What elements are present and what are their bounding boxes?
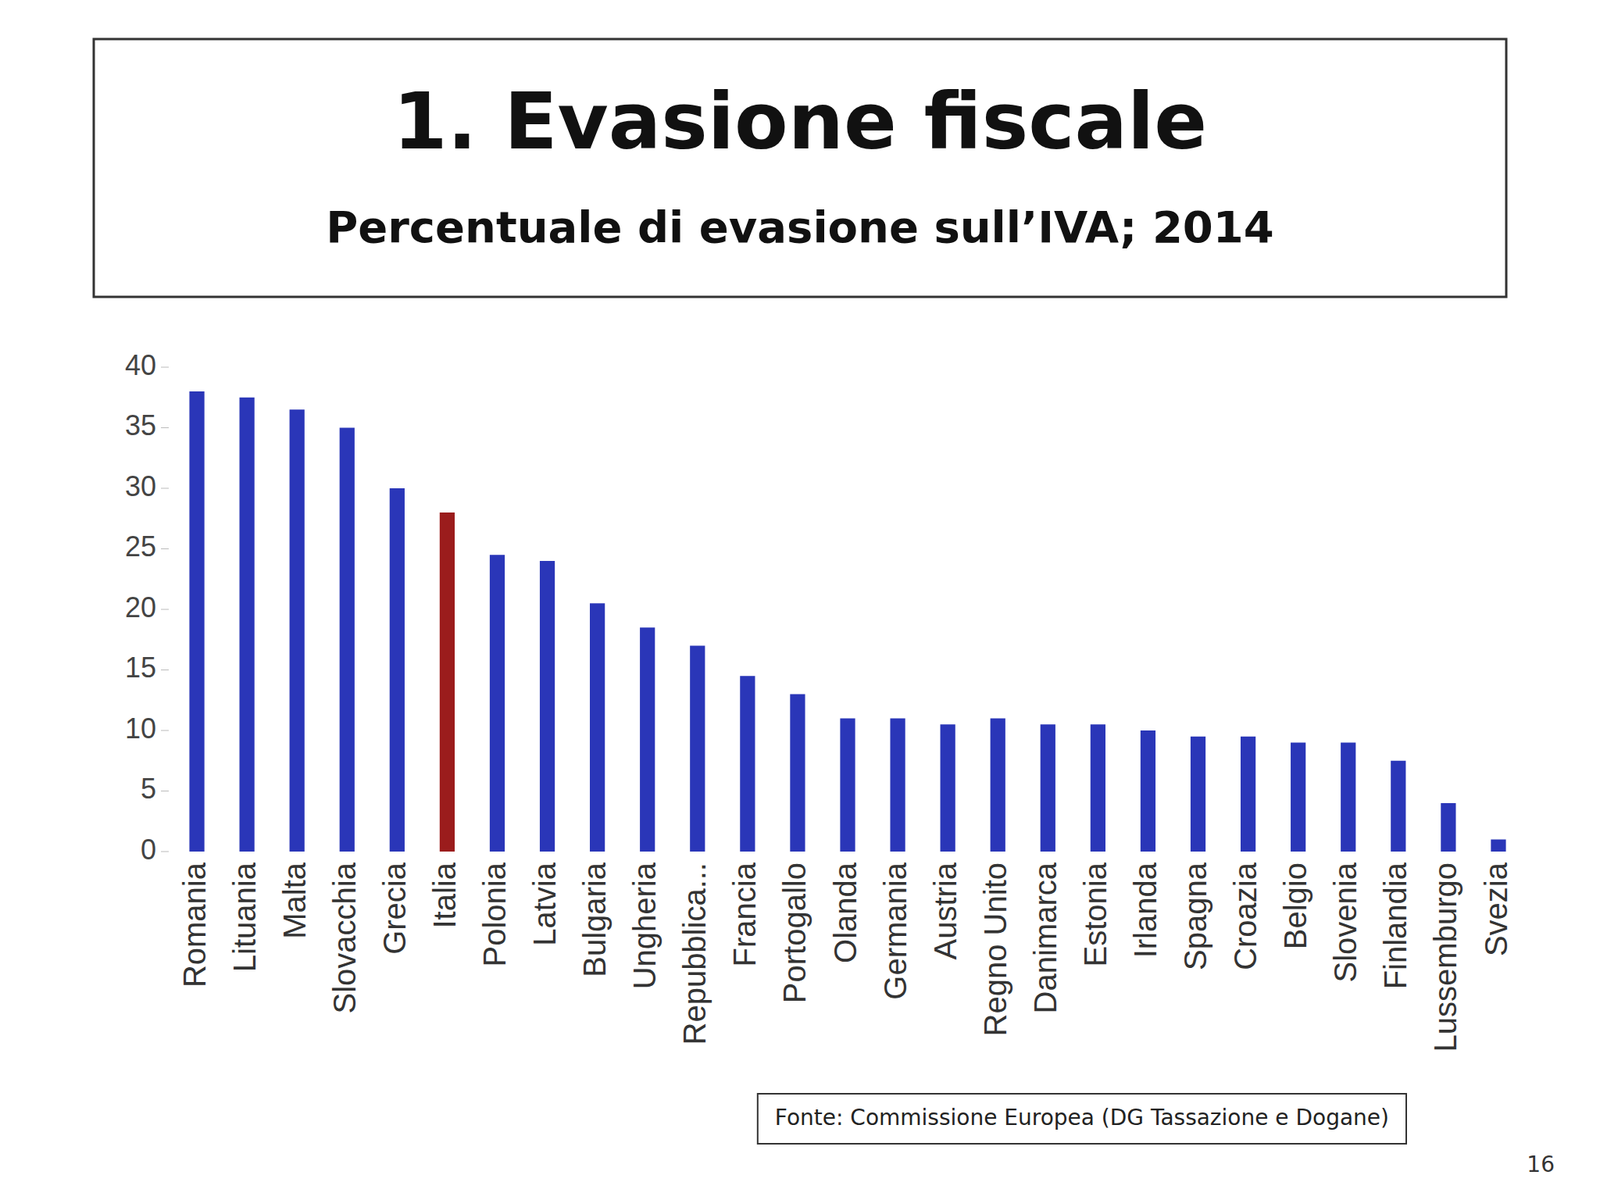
bar xyxy=(789,694,805,853)
bar xyxy=(239,397,255,852)
x-tick-label: Francia xyxy=(727,861,762,967)
y-tick xyxy=(160,427,169,429)
x-tick-label: Italia xyxy=(427,861,462,929)
y-tick xyxy=(160,730,169,732)
bar xyxy=(189,391,204,852)
x-tick-label: Irlanda xyxy=(1128,861,1163,958)
y-tick-label: 25 xyxy=(125,530,157,563)
bar xyxy=(539,560,555,852)
x-tick-label: Spagna xyxy=(1178,861,1213,971)
y-tick-label: 5 xyxy=(140,772,157,805)
x-tick-label: Lituania xyxy=(227,861,262,972)
y-tick-label: 20 xyxy=(125,591,157,624)
x-tick-label: Lussemburgo xyxy=(1428,862,1463,1052)
x-tick-label: Bulgaria xyxy=(577,861,612,978)
bar xyxy=(1240,736,1256,852)
x-tick-label: Croazia xyxy=(1228,861,1263,971)
x-tick-label: Svezia xyxy=(1478,861,1514,957)
bar xyxy=(389,488,405,852)
x-tick-label: Malta xyxy=(277,861,312,940)
x-tick-label: Finlandia xyxy=(1378,861,1413,990)
x-tick-label: Regno Unito xyxy=(978,862,1013,1036)
y-tick-label: 10 xyxy=(125,712,157,745)
bar xyxy=(1090,724,1106,852)
y-tick-label: 40 xyxy=(125,349,157,382)
bar xyxy=(839,718,855,853)
source-text: Fonte: Commissione Europea (DG Tassazion… xyxy=(775,1104,1390,1131)
source: Fonte: Commissione Europea (DG Tassazion… xyxy=(757,1093,1407,1144)
x-tick-label: Slovacchia xyxy=(327,861,362,1014)
y-axis: 0 5 10 15 20 25 30 35 40 xyxy=(125,349,169,866)
x-tick-label: Portogallo xyxy=(777,862,812,1004)
bar xyxy=(940,724,956,852)
bar xyxy=(1190,736,1206,852)
y-tick xyxy=(160,367,169,368)
y-tick xyxy=(160,790,169,792)
bar xyxy=(439,512,455,852)
bar xyxy=(1140,730,1156,852)
bar xyxy=(1440,803,1456,852)
bar xyxy=(1340,742,1356,853)
bar xyxy=(589,603,605,852)
x-tick-label: Ungheria xyxy=(627,861,662,990)
title: 1. Evasione fiscale xyxy=(392,75,1208,168)
bar xyxy=(639,627,655,852)
x-tick-label: Repubblica... xyxy=(677,862,712,1045)
chart: 1. Evasione fiscale Percentuale di evasio… xyxy=(0,0,1600,1200)
subtitle: Percentuale di evasione sull’IVA; 2014 xyxy=(325,201,1275,253)
x-tick-label: Germania xyxy=(878,861,913,1000)
x-tick-label: Grecia xyxy=(377,861,412,955)
bar xyxy=(339,428,355,853)
y-tick xyxy=(160,488,169,490)
y-tick-label: 35 xyxy=(125,409,157,442)
x-tick-label: Danimarca xyxy=(1028,861,1063,1014)
x-tick-label: Latvia xyxy=(527,861,562,946)
y-tick xyxy=(160,851,169,853)
x-tick-label: Romania xyxy=(177,861,212,988)
bar xyxy=(489,554,505,852)
page-number: 16 xyxy=(1526,1151,1555,1178)
bar xyxy=(990,718,1006,853)
y-tick xyxy=(160,548,169,550)
bar xyxy=(739,675,755,852)
x-tick-label: Slovenia xyxy=(1328,861,1363,983)
y-tick xyxy=(160,669,169,671)
bar xyxy=(689,646,705,853)
x-tick-label: Olanda xyxy=(828,861,863,964)
bar xyxy=(1390,760,1406,852)
bar xyxy=(889,718,905,853)
title-box xyxy=(93,39,1507,297)
y-tick-label: 30 xyxy=(125,470,157,503)
y-tick xyxy=(160,609,169,611)
y-tick-label: 15 xyxy=(125,651,157,684)
x-tick-label: Estonia xyxy=(1078,861,1113,967)
x-axis: Romania Lituania Malta Slovacchia Grecia Ital… xyxy=(177,861,1514,1052)
source-box xyxy=(757,1093,1407,1144)
x-tick-label: Polonia xyxy=(477,861,512,967)
bar xyxy=(289,409,305,852)
x-tick-label: Belgio xyxy=(1278,862,1313,950)
background xyxy=(0,0,1600,1200)
bar xyxy=(1490,839,1506,853)
bars xyxy=(189,391,1506,852)
bar xyxy=(1290,742,1306,853)
bar xyxy=(1040,724,1056,852)
x-tick-label: Austria xyxy=(928,861,963,960)
y-tick-label: 0 xyxy=(140,833,157,866)
